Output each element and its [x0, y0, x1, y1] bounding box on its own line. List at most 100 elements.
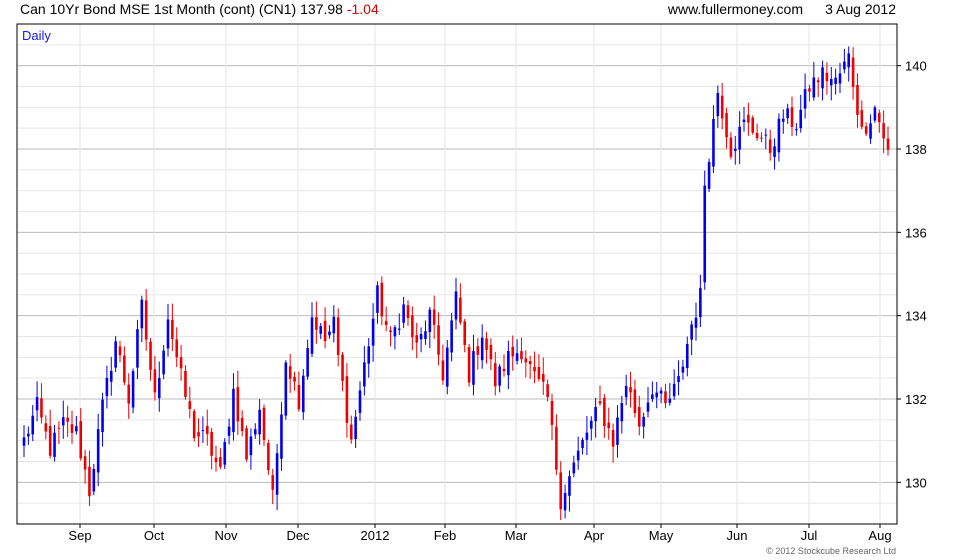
- candle-body: [781, 118, 785, 122]
- candle-body: [733, 148, 737, 152]
- price-change: -1.04: [347, 1, 379, 17]
- candle-body: [424, 331, 427, 340]
- x-tick-label: Nov: [214, 528, 238, 543]
- candle-body: [175, 339, 179, 358]
- candle-body: [123, 355, 126, 383]
- candle-body: [188, 401, 192, 409]
- candle: [598, 385, 602, 406]
- x-axis: Sep Oct Nov Dec 2012 Feb Mar Apr May Jun Jul Aug: [68, 524, 892, 543]
- candle-body: [633, 389, 637, 414]
- candle-body: [271, 475, 275, 490]
- x-tick-label: Jun: [727, 528, 748, 543]
- candle-body: [323, 320, 327, 342]
- candle-body: [655, 392, 659, 398]
- candle: [35, 381, 39, 422]
- candle-body: [777, 118, 781, 153]
- candle: [166, 303, 170, 357]
- candle: [83, 449, 87, 484]
- candle: [92, 463, 96, 496]
- candle: [40, 383, 43, 424]
- candle: [886, 126, 890, 156]
- candle-body: [27, 433, 30, 437]
- candle: [699, 274, 702, 328]
- candle-body: [681, 366, 685, 373]
- candle-body: [44, 423, 48, 432]
- candle: [489, 338, 493, 371]
- candle: [123, 346, 126, 386]
- candle-body: [882, 123, 885, 139]
- candle-body: [236, 387, 240, 422]
- candle-body: [127, 384, 131, 404]
- candle-body: [284, 362, 288, 416]
- candle: [511, 335, 515, 371]
- candle-body: [240, 417, 244, 432]
- candle: [690, 320, 693, 356]
- candle-body: [546, 384, 549, 398]
- candle: [219, 448, 222, 470]
- candle-body: [541, 374, 545, 382]
- candle: [655, 381, 659, 409]
- candle-body: [205, 425, 209, 435]
- candle: [576, 436, 580, 470]
- candle-body: [873, 107, 877, 121]
- candle: [354, 410, 357, 448]
- last-price: 137.98: [300, 1, 343, 17]
- candle-body: [345, 376, 349, 423]
- candle: [31, 404, 35, 442]
- candle-body: [210, 431, 213, 456]
- candle-body: [79, 421, 83, 459]
- candle: [515, 339, 519, 365]
- candle-body: [624, 386, 628, 398]
- candle-body: [498, 366, 501, 386]
- candle: [223, 438, 227, 469]
- interval-label: Daily: [22, 28, 51, 43]
- candle-body: [61, 417, 65, 426]
- x-tick-label: Sep: [68, 528, 91, 543]
- candle: [555, 414, 558, 476]
- candle-body: [201, 430, 205, 432]
- candle-body: [419, 334, 423, 340]
- candle-body: [53, 432, 56, 457]
- candle-body: [646, 402, 650, 412]
- candle-body: [22, 437, 26, 446]
- candle: [825, 62, 829, 95]
- candle: [297, 371, 301, 412]
- y-tick-label: 130: [905, 475, 927, 490]
- candle: [882, 110, 885, 153]
- candle-body: [755, 132, 759, 139]
- candle: [428, 307, 432, 349]
- candle-body: [306, 348, 309, 377]
- instrument-name: Can 10Yr Bond MSE 1st Month (cont) (CN1): [20, 1, 296, 17]
- candle-body: [489, 344, 493, 360]
- candle-body: [332, 316, 336, 334]
- candle: [201, 416, 205, 444]
- candle-body: [616, 417, 619, 445]
- candle-body: [118, 346, 122, 356]
- candle: [336, 308, 340, 367]
- candle: [424, 320, 427, 345]
- candle: [524, 350, 528, 378]
- candle-body: [445, 347, 449, 387]
- candle-body: [725, 112, 728, 138]
- candle: [384, 306, 388, 332]
- candle-body: [672, 383, 676, 397]
- candle-body: [620, 402, 624, 422]
- candle-body: [476, 346, 480, 355]
- candle: [310, 302, 314, 357]
- candle: [136, 319, 139, 380]
- candle: [131, 368, 135, 414]
- candle: [267, 439, 270, 475]
- candle: [847, 46, 851, 82]
- candle-body: [790, 107, 794, 127]
- candle: [315, 301, 318, 344]
- candle: [834, 68, 837, 95]
- candle-body: [144, 300, 148, 340]
- candle: [345, 363, 349, 438]
- candle-body: [585, 432, 589, 440]
- candle: [232, 373, 235, 441]
- candle: [472, 334, 475, 396]
- candle-body: [149, 341, 152, 370]
- candle: [140, 295, 144, 343]
- candle-body: [568, 476, 571, 496]
